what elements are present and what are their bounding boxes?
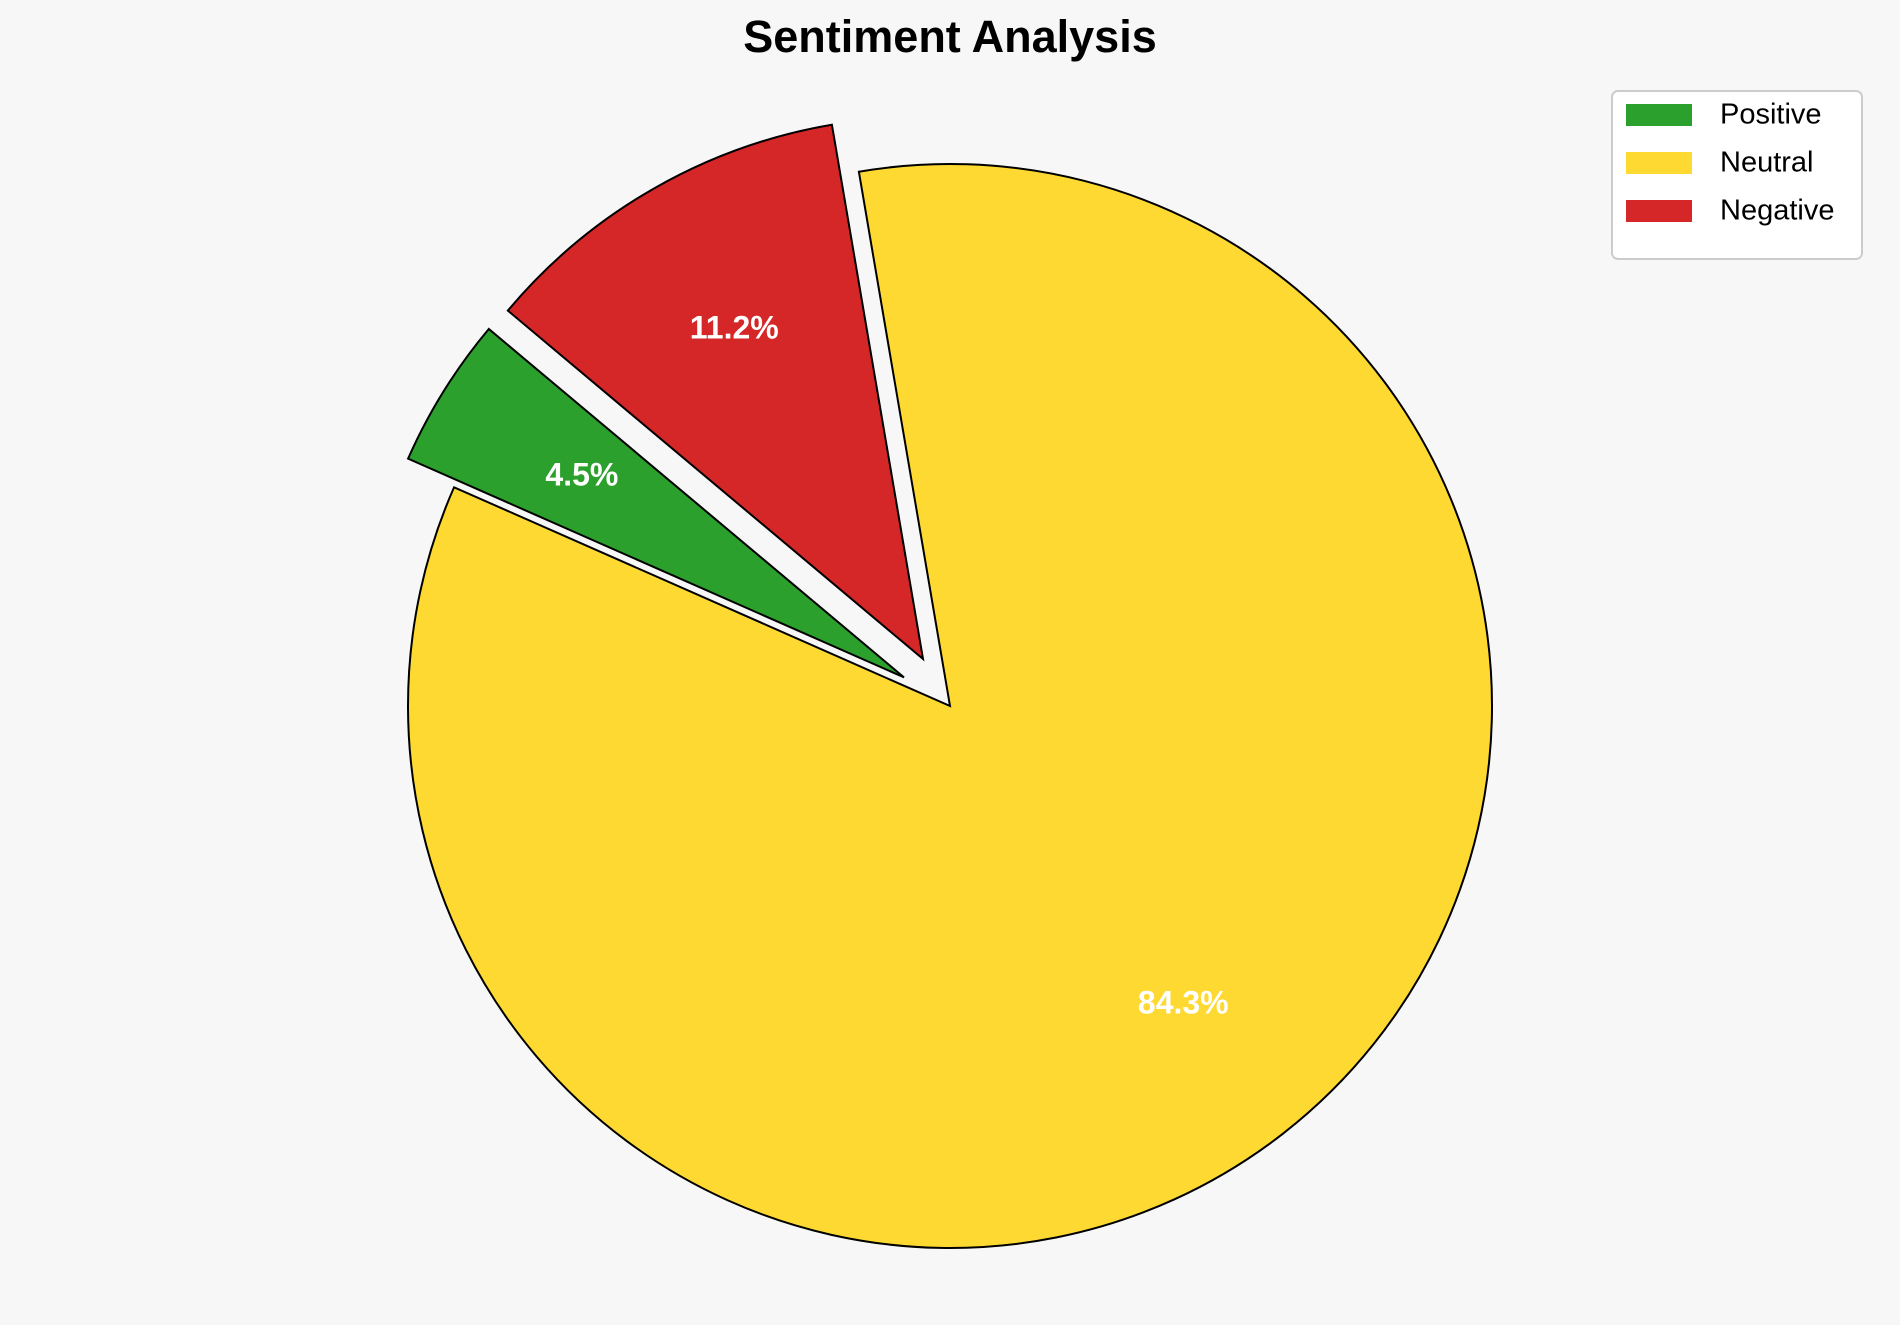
slice-label: 84.3% xyxy=(1138,985,1229,1021)
legend-label: Neutral xyxy=(1720,147,1814,179)
chart-title: Sentiment Analysis xyxy=(743,11,1156,62)
pie-slice xyxy=(406,327,905,679)
pie-slice xyxy=(506,123,925,662)
legend-swatch xyxy=(1626,200,1692,222)
slice-label: 11.2% xyxy=(690,309,779,345)
slice-label: 4.5% xyxy=(545,456,618,492)
legend-swatch xyxy=(1626,152,1692,174)
legend-swatch xyxy=(1626,104,1692,126)
legend: Positive Neutral Negative xyxy=(1611,90,1863,260)
pie-slice xyxy=(407,163,1493,1249)
legend-label: Negative xyxy=(1720,195,1834,227)
legend-label: Positive xyxy=(1720,99,1822,131)
